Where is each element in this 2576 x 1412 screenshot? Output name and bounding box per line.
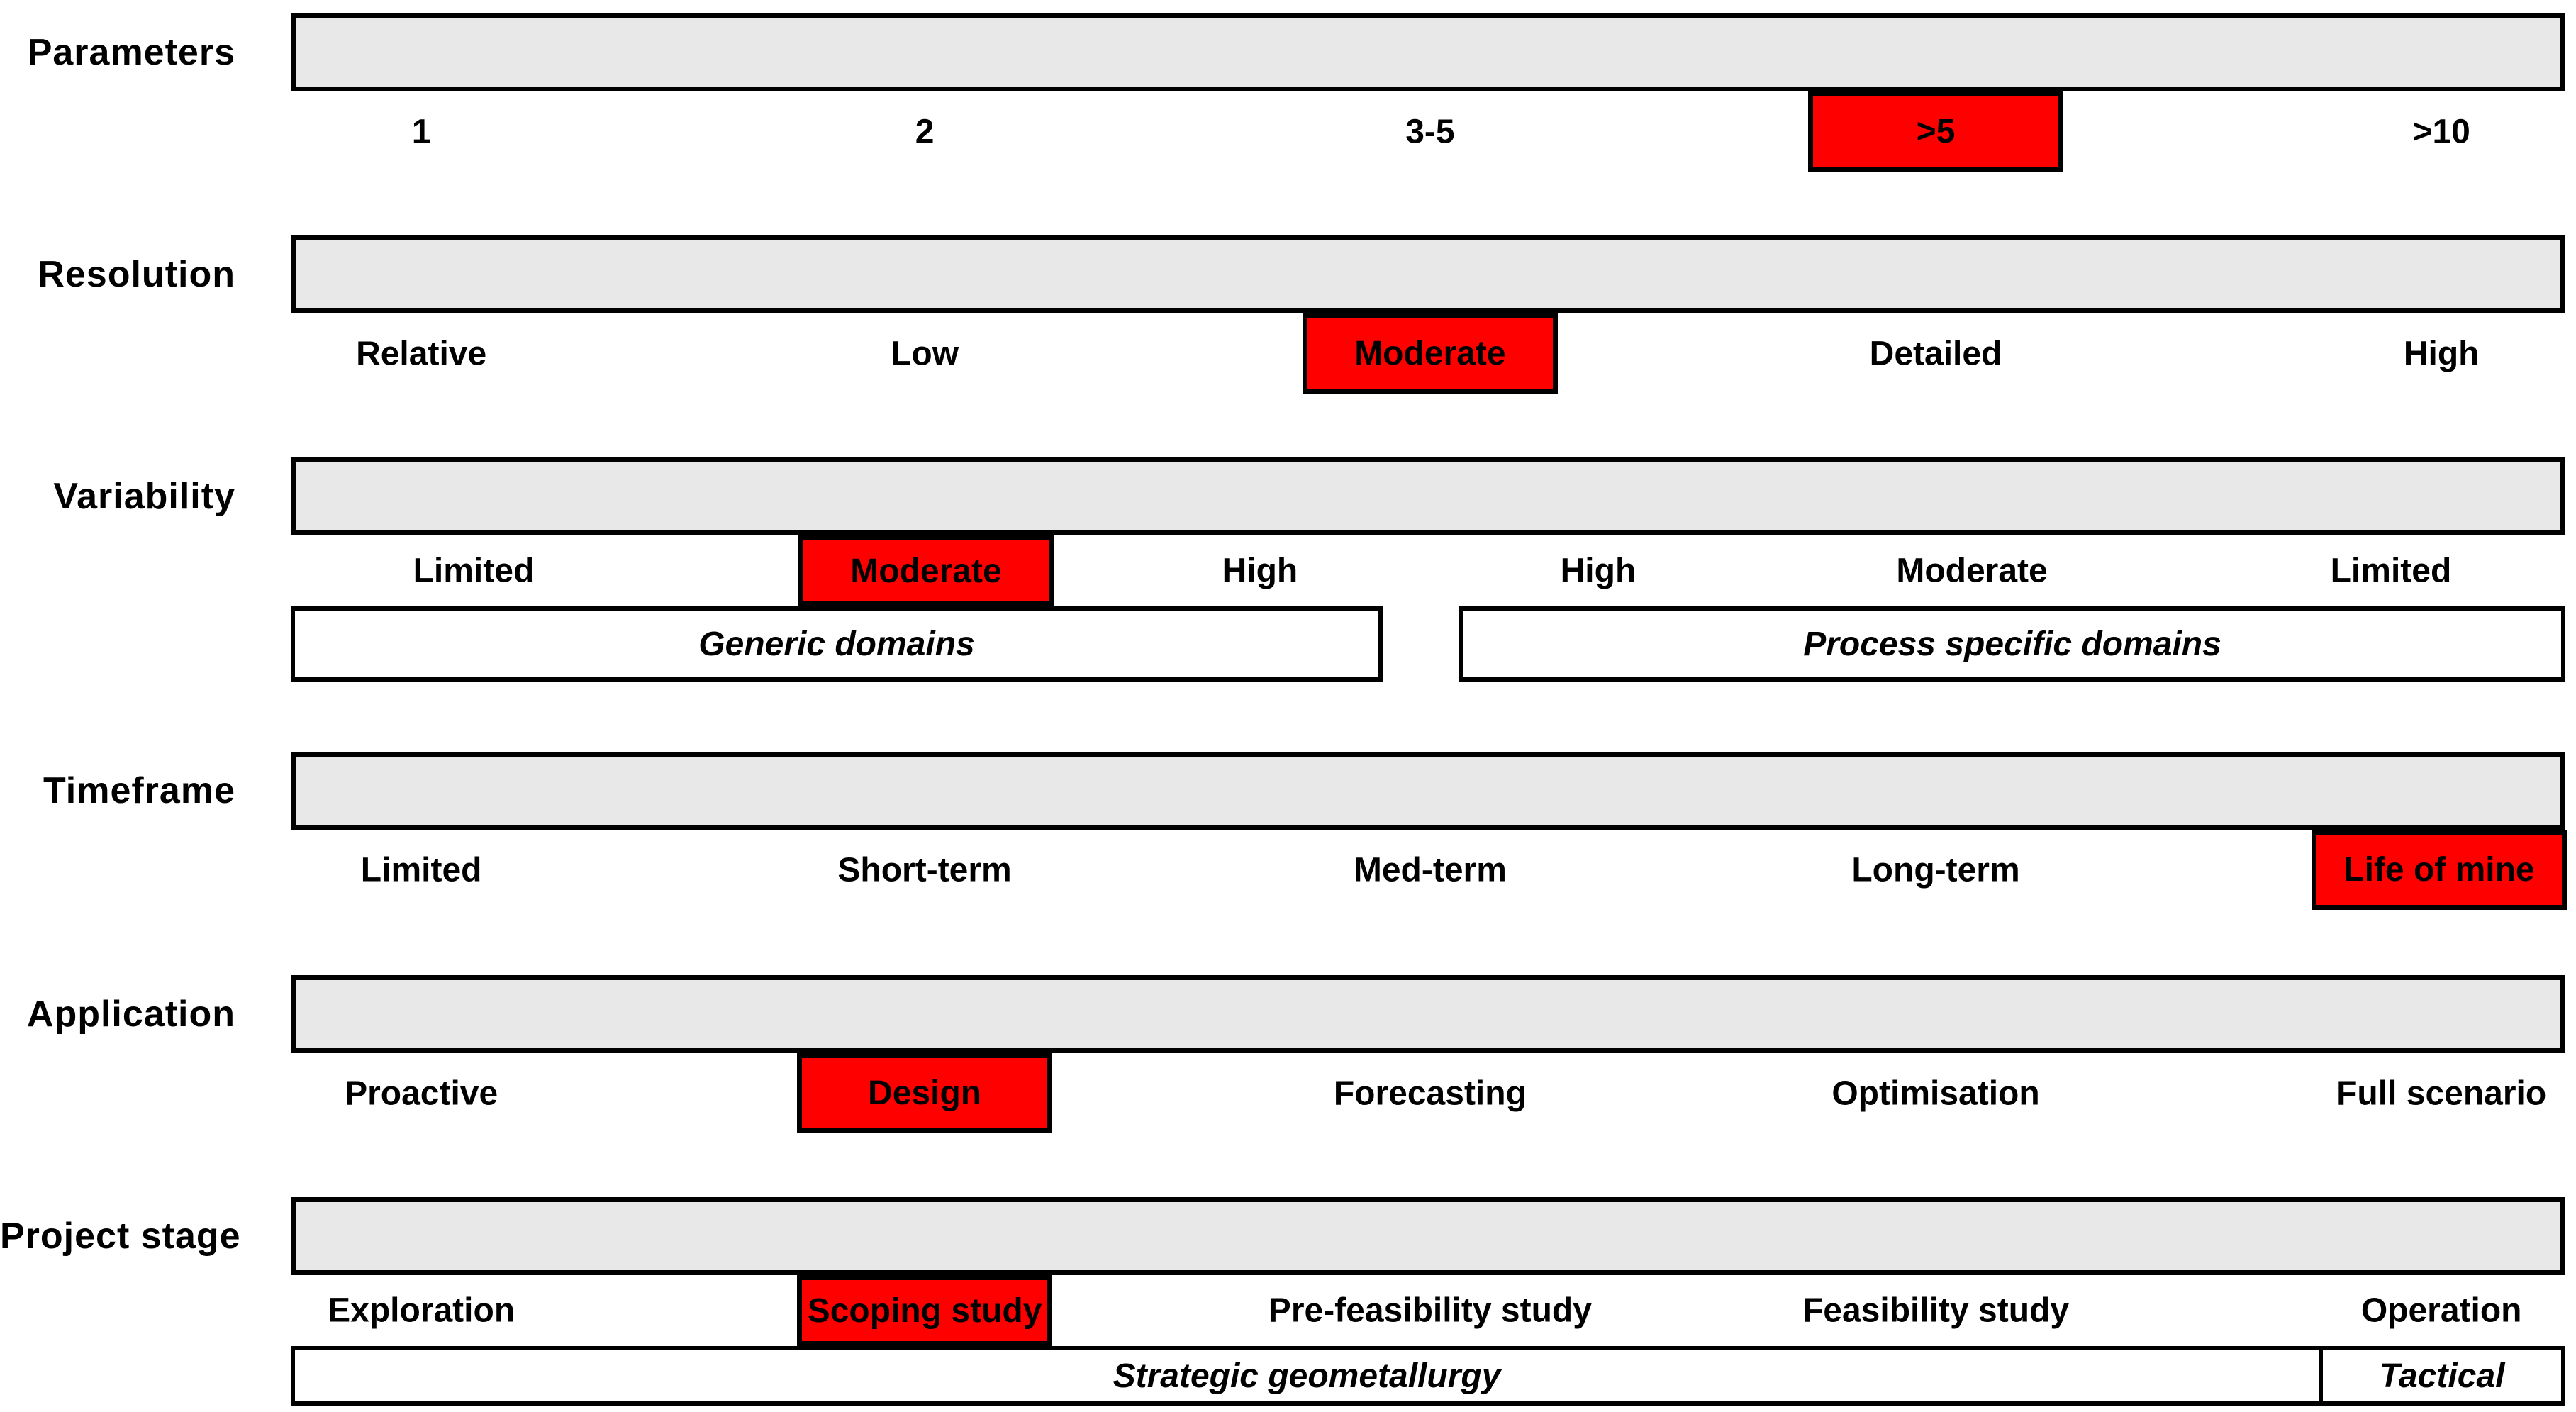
- scale-bar-resolution: [291, 235, 2565, 313]
- row-label-resolution: Resolution: [38, 254, 235, 295]
- process-specific-domains-box: Process specific domains: [1459, 606, 2565, 682]
- option-project-stage-operation: Operation: [2360, 1291, 2522, 1330]
- scale-bar-parameters: [291, 13, 2565, 91]
- scale-bar-timeframe: [291, 752, 2565, 830]
- options-row-application: Proactive Design Forecasting Optimisatio…: [291, 1053, 2565, 1133]
- option-timeframe-limited: Limited: [360, 851, 482, 889]
- options-row-parameters: 1 2 3-5 >5 >10: [291, 91, 2565, 172]
- option-application-forecasting: Forecasting: [1333, 1074, 1527, 1112]
- row-label-application: Application: [26, 994, 235, 1035]
- options-row-project-stage: Exploration Scoping study Pre-feasibilit…: [291, 1275, 2565, 1346]
- option-resolution-relative: Relative: [356, 335, 487, 372]
- option-parameters-1: 1: [411, 113, 431, 150]
- option-application-full-scenario: Full scenario: [2336, 1074, 2547, 1112]
- option-project-stage-pre-feasibility-study: Pre-feasibility study: [1268, 1291, 1592, 1330]
- highlighted-option-project-stage-scoping-study: Scoping study: [797, 1275, 1053, 1346]
- tactical-label: Tactical: [2379, 1357, 2505, 1395]
- strategic-geometallurgy-cell: Strategic geometallurgy: [295, 1350, 2319, 1401]
- option-timeframe-med-term: Med-term: [1353, 851, 1507, 889]
- highlighted-option-resolution-moderate: Moderate: [1302, 313, 1558, 394]
- scale-bar-variability: [291, 457, 2565, 535]
- options-row-resolution: Relative Low Moderate Detailed High: [291, 313, 2565, 394]
- option-variability-high-generic: High: [1222, 552, 1298, 590]
- process-specific-domains-label: Process specific domains: [1803, 625, 2221, 663]
- options-row-variability: Limited Moderate High High Moderate Limi…: [291, 535, 2565, 606]
- option-application-proactive: Proactive: [345, 1074, 498, 1112]
- row-label-parameters: Parameters: [27, 32, 235, 73]
- row-label-timeframe: Timeframe: [43, 770, 235, 811]
- option-variability-high-process: High: [1560, 552, 1637, 590]
- option-variability-moderate-process: Moderate: [1896, 552, 2048, 590]
- highlighted-option-application-design: Design: [797, 1053, 1053, 1133]
- option-resolution-detailed: Detailed: [1869, 335, 2002, 372]
- option-project-stage-feasibility-study: Feasibility study: [1802, 1291, 2070, 1330]
- generic-domains-box: Generic domains: [291, 606, 1383, 682]
- tactical-cell: Tactical: [2319, 1350, 2561, 1401]
- geometallurgy-type-box: Strategic geometallurgy Tactical: [291, 1346, 2565, 1406]
- option-parameters-2: 2: [915, 113, 935, 150]
- option-parameters-gt10: >10: [2412, 113, 2470, 150]
- scale-bar-application: [291, 975, 2565, 1053]
- option-timeframe-short-term: Short-term: [837, 851, 1012, 889]
- option-application-optimisation: Optimisation: [1831, 1074, 2040, 1112]
- option-variability-limited-generic: Limited: [413, 552, 535, 590]
- option-project-stage-exploration: Exploration: [328, 1291, 515, 1330]
- highlighted-option-parameters-gt5: >5: [1808, 91, 2064, 172]
- highlighted-option-variability-moderate: Moderate: [798, 535, 1054, 606]
- row-label-project-stage: Project stage: [0, 1216, 241, 1257]
- option-resolution-low: Low: [891, 335, 959, 372]
- option-variability-limited-process: Limited: [2330, 552, 2452, 590]
- row-label-variability: Variability: [53, 476, 235, 517]
- strategic-geometallurgy-label: Strategic geometallurgy: [1113, 1357, 1501, 1395]
- options-row-timeframe: Limited Short-term Med-term Long-term Li…: [291, 830, 2567, 910]
- option-parameters-3-5: 3-5: [1405, 113, 1455, 150]
- highlighted-option-timeframe-life-of-mine: Life of mine: [2311, 830, 2567, 910]
- generic-domains-label: Generic domains: [698, 625, 975, 663]
- option-resolution-high: High: [2403, 335, 2480, 372]
- option-timeframe-long-term: Long-term: [1851, 851, 2020, 889]
- scale-bar-project-stage: [291, 1197, 2565, 1275]
